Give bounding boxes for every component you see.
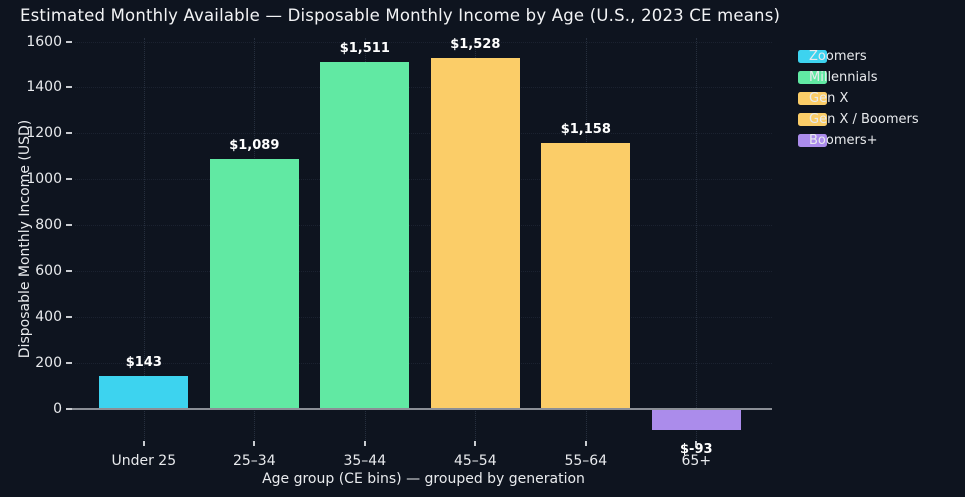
value-label-65: $-93	[680, 441, 713, 457]
zero-baseline	[68, 407, 772, 410]
legend-item-zoomers: Zoomers	[798, 49, 963, 64]
gridline-horizontal	[75, 41, 772, 43]
y-tick-label: 0	[53, 400, 62, 417]
gridline-horizontal	[75, 179, 772, 181]
legend-label-boomers: Boomers+	[809, 133, 878, 148]
y-tick-mark	[66, 40, 72, 43]
chart-title: Estimated Monthly Available — Disposable…	[20, 6, 781, 25]
value-label-35-44: $1,511	[339, 40, 390, 56]
legend-swatch-gen-x-boomers	[798, 113, 827, 126]
y-tick-mark	[66, 407, 72, 410]
legend-label-gen-x: Gen X	[809, 91, 849, 106]
gridline-horizontal	[75, 87, 772, 89]
legend-label-zoomers: Zoomers	[809, 49, 867, 64]
y-tick-mark	[66, 86, 72, 89]
gridline-horizontal	[75, 362, 772, 364]
legend-label-millennials: Millennials	[809, 70, 878, 85]
y-tick-mark	[66, 178, 72, 181]
legend-swatch-millennials	[798, 71, 827, 84]
gridline-vertical	[696, 38, 698, 440]
x-tick-mark	[253, 441, 256, 446]
x-tick-mark	[142, 441, 145, 446]
bar-under-25	[99, 375, 189, 409]
x-axis-title: Age group (CE bins) — grouped by generat…	[262, 471, 585, 487]
y-tick-mark	[66, 315, 72, 318]
gridline-horizontal	[75, 316, 772, 318]
legend-item-gen-x: Gen X	[798, 91, 963, 106]
x-tick-mark	[584, 441, 587, 446]
bar-25-34	[209, 158, 299, 409]
x-tick-mark	[695, 441, 698, 446]
y-tick-mark	[66, 132, 72, 135]
value-label-45-54: $1,528	[450, 37, 501, 52]
y-tick-label: 1200	[26, 125, 62, 142]
x-tick-label-25-34: 25–34	[232, 453, 276, 469]
bar-35-44	[320, 61, 410, 409]
x-tick-label-65: 65+	[681, 453, 712, 469]
x-tick-label-55-64: 55–64	[564, 453, 608, 469]
y-tick-mark	[66, 224, 72, 226]
bar-55-64	[541, 142, 631, 409]
y-tick-label: 1600	[26, 33, 62, 50]
y-tick-label: 800	[35, 217, 62, 233]
legend-swatch-boomers	[798, 134, 827, 147]
legend-swatch-gen-x	[798, 92, 827, 105]
y-tick-label: 200	[35, 354, 62, 371]
legend-item-boomers: Boomers+	[798, 133, 963, 148]
legend: Zoomers Millennials Gen X Gen X / Boomers Bo…	[798, 49, 963, 160]
gridline-horizontal	[75, 270, 772, 272]
legend-item-gen-x-boomers: Gen X / Boomers	[798, 112, 963, 127]
gridline-horizontal	[75, 225, 772, 226]
y-tick-label: 600	[35, 262, 62, 279]
y-tick-label: 1400	[26, 79, 62, 96]
gridline-vertical	[143, 38, 145, 440]
x-tick-label-under-25: Under 25	[111, 453, 177, 469]
y-tick-label: 400	[35, 308, 62, 325]
y-tick-mark	[66, 361, 72, 364]
legend-label-gen-x-boomers: Gen X / Boomers	[809, 112, 919, 127]
x-tick-mark	[474, 441, 477, 446]
legend-swatch-zoomers	[798, 50, 827, 63]
bar-45-54	[430, 58, 520, 409]
gridline-horizontal	[75, 133, 772, 135]
x-tick-mark	[363, 441, 366, 446]
y-tick-mark	[66, 269, 72, 272]
x-tick-label-45-54: 45–54	[453, 453, 497, 469]
y-tick-label: 1000	[26, 171, 62, 188]
legend-item-millennials: Millennials	[798, 70, 963, 85]
value-label-under-25: $143	[125, 354, 162, 370]
value-label-25-34: $1,089	[229, 137, 280, 153]
value-label-55-64: $1,158	[560, 121, 611, 137]
bar-65	[651, 408, 741, 430]
x-tick-label-35-44: 35–44	[343, 453, 387, 469]
